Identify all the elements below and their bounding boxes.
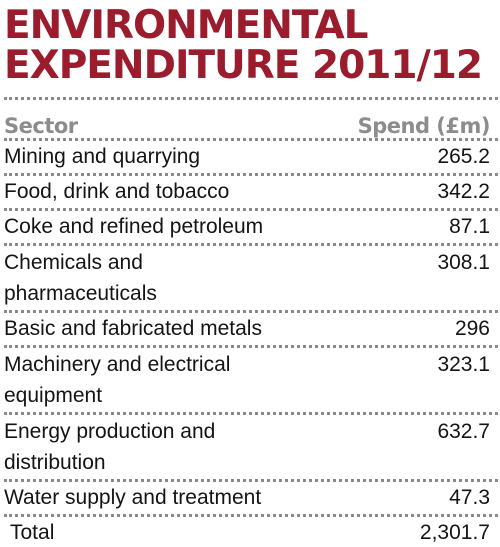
table-row: Chemicals and pharmaceuticals 308.1	[4, 246, 500, 310]
spend-cell: 308.1	[437, 251, 490, 274]
column-header-sector: Sector	[4, 114, 78, 138]
divider	[4, 243, 498, 246]
sector-cell: Energy production and distribution	[4, 420, 216, 474]
divider	[4, 138, 498, 141]
table-row: Water supply and treatment 47.3	[4, 482, 500, 514]
table-row: Basic and fabricated metals 296	[4, 313, 500, 345]
table-row: Energy production and distribution 632.7	[4, 415, 500, 479]
divider	[4, 345, 498, 348]
spend-cell: 87.1	[449, 215, 490, 238]
table-row: Machinery and electrical equipment 323.1	[4, 348, 500, 412]
sector-cell: Mining and quarrying	[4, 145, 201, 168]
spend-cell: 323.1	[437, 353, 490, 376]
total-row: Total 2,301.7	[4, 517, 500, 547]
sector-cell: Coke and refined petroleum	[4, 215, 264, 238]
column-header-spend: Spend (£m)	[357, 114, 491, 138]
table-header: Sector Spend (£m)	[4, 100, 500, 138]
divider	[4, 412, 498, 415]
total-label: Total	[10, 521, 55, 544]
sector-cell: Food, drink and tobacco	[4, 180, 230, 203]
table-row: Mining and quarrying 265.2	[4, 141, 500, 173]
table-row: Food, drink and tobacco 342.2	[4, 176, 500, 208]
divider	[4, 514, 498, 517]
page-title: ENVIRONMENTAL EXPENDITURE 2011/12	[4, 0, 500, 86]
divider	[4, 173, 498, 176]
spend-cell: 632.7	[437, 420, 490, 443]
sector-cell: Machinery and electrical equipment	[4, 353, 231, 407]
divider	[4, 97, 498, 100]
divider	[4, 208, 498, 211]
title-line-2: EXPENDITURE 2011/12	[4, 43, 483, 88]
total-value: 2,301.7	[419, 521, 490, 544]
table-row: Coke and refined petroleum 87.1	[4, 211, 500, 243]
spend-cell: 296	[454, 317, 490, 340]
sector-cell: Basic and fabricated metals	[4, 317, 262, 340]
spend-cell: 342.2	[437, 180, 490, 203]
divider	[4, 310, 498, 313]
spend-cell: 265.2	[437, 145, 490, 168]
divider	[4, 479, 498, 482]
sector-cell: Chemicals and pharmaceuticals	[4, 251, 157, 305]
title-line-1: ENVIRONMENTAL	[4, 3, 369, 48]
spend-cell: 47.3	[449, 486, 490, 509]
sector-cell: Water supply and treatment	[4, 486, 262, 509]
